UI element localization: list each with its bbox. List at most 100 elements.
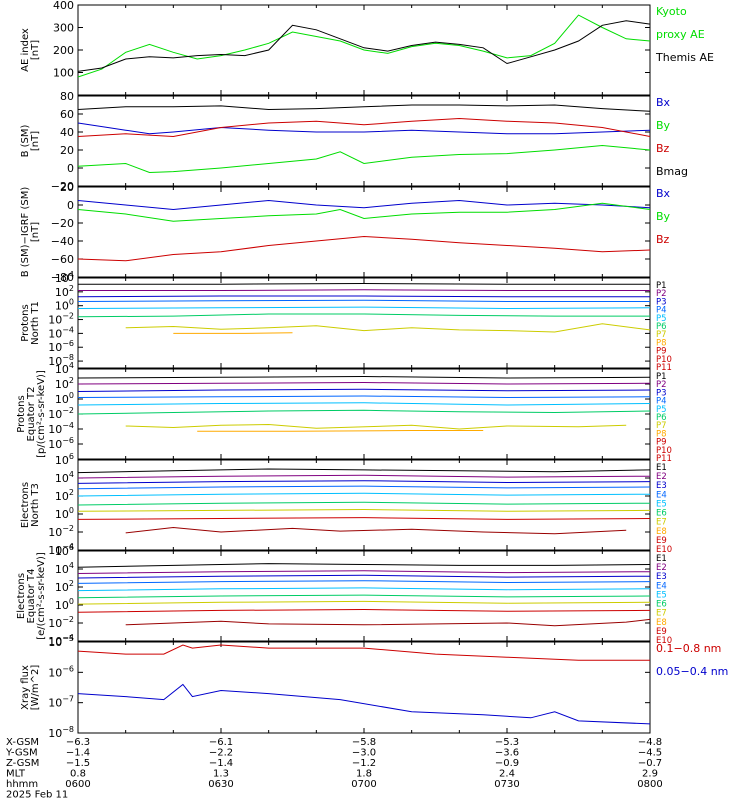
y-tick-label: 20: [60, 144, 74, 157]
series-bz: [77, 117, 651, 138]
legend-entry: E2: [656, 472, 667, 482]
legend-entry: P6: [656, 413, 667, 423]
legend-entry: 0.1−0.8 nm: [656, 642, 721, 655]
series-p3: [77, 388, 651, 392]
y-tick-label: 106: [55, 543, 74, 558]
y-axis-label: B (SM)−IGRF (SM): [20, 187, 31, 278]
series-bmag: [77, 104, 651, 112]
legend-entry: P8: [656, 429, 667, 439]
legend-entry: P8: [656, 338, 667, 348]
y-tick-label: −60: [51, 253, 74, 266]
y-tick-label: 10−7: [48, 695, 74, 710]
legend-entry: E8: [656, 527, 667, 537]
series-p1: [77, 375, 651, 379]
series-e2: [77, 474, 651, 479]
legend-entry: P3: [656, 297, 667, 307]
legend-entry: Bmag: [656, 165, 688, 178]
legend-entry: E3: [656, 572, 667, 582]
series-p6: [77, 409, 651, 415]
footer-value: 0730: [494, 779, 519, 790]
footer-value: −5.8: [352, 737, 376, 748]
y-tick-label: 10−2: [48, 615, 74, 630]
legend-entry: Bz: [656, 142, 670, 155]
y-tick-label: 104: [55, 270, 74, 285]
y-axis-label: Equator T4: [26, 569, 37, 624]
footer-row-label: Y-GSM: [5, 748, 38, 759]
y-tick-label: 102: [55, 284, 74, 299]
legend-entry: P1: [656, 281, 667, 291]
y-axis-label: [nT]: [30, 40, 41, 60]
footer-value: −5.3: [495, 737, 519, 748]
panel-bsm: −20 0 20 40 60 80 B (SM) [nT] Bx By Bz Bmag: [20, 90, 688, 193]
y-tick-label: 10−4: [48, 325, 74, 340]
legend-entry: E5: [656, 499, 667, 509]
y-tick-label: 0: [67, 199, 74, 212]
y-tick-label: 20: [60, 181, 74, 194]
series-p7: [125, 323, 651, 333]
series-p5: [77, 402, 651, 406]
series-e8: [77, 608, 651, 613]
panel-xray: 10−5 10−6 10−7 10−8 Xray flux [W/m^2] 0.1−0.8 …: [20, 634, 728, 740]
series-p4: [77, 395, 651, 399]
series-bx: [77, 122, 651, 135]
y-tick-label: 300: [53, 22, 74, 35]
series-0-1-0-8-nm: [77, 644, 650, 661]
y-tick-label: 104: [55, 361, 74, 376]
y-tick-label: 10−5: [48, 634, 74, 649]
series-p5: [77, 306, 651, 310]
panel-ae: 100 200 300 400 AE index [nT] Kyoto proxy AE The…: [20, 0, 714, 96]
legend-entry: E1: [656, 554, 667, 564]
legend-entry: P5: [656, 405, 667, 415]
y-axis-label: AE index: [20, 28, 31, 72]
legend-entry: E9: [656, 536, 667, 546]
y-tick-label: 100: [53, 67, 74, 80]
y-tick-label: 100: [55, 391, 74, 406]
y-axis-label: Xray flux: [20, 665, 31, 710]
panel-ee4: 106 104 102 100 10−2 10−4 Electrons Equator T4[…: [16, 543, 672, 648]
series-0-05-0-4-nm: [77, 683, 651, 725]
legend-entry: P10: [656, 446, 672, 456]
series-e2: [77, 570, 651, 574]
footer-value: −0.7: [638, 758, 662, 769]
y-tick-label: −20: [51, 180, 74, 193]
footer-value: −1.4: [209, 758, 233, 769]
y-tick-label: 102: [55, 579, 74, 594]
y-axis-label: Electrons: [20, 482, 31, 528]
legend-entry: E7: [656, 518, 667, 528]
y-tick-label: 200: [53, 44, 74, 57]
y-tick-label: 10−6: [48, 664, 74, 679]
series-p8: [173, 332, 293, 334]
y-tick-label: −80: [51, 271, 74, 284]
footer-value: −1.4: [66, 748, 90, 759]
y-tick-label: 0: [67, 162, 74, 175]
legend-entry: E7: [656, 609, 667, 619]
series-e6: [77, 594, 651, 599]
series-e9: [125, 526, 627, 535]
y-axis-label: [nT]: [30, 222, 41, 242]
y-axis-label: [e/(cm²-s-sr-keV)]: [36, 552, 47, 640]
series-by: [77, 144, 651, 174]
plot-frame: [77, 277, 651, 369]
legend-entry: Themis AE: [655, 51, 714, 64]
footer-row-label: MLT: [6, 769, 26, 780]
y-tick-label: 10−6: [48, 339, 74, 354]
legend-entry: P9: [656, 438, 667, 448]
footer-value: 0600: [65, 779, 90, 790]
footer-value: −3.0: [352, 748, 376, 759]
y-axis-label: [W/m^2]: [30, 665, 41, 711]
legend-entry: P7: [656, 421, 667, 431]
y-axis-label: Equator T2: [26, 387, 37, 442]
y-tick-label: 10−6: [48, 436, 74, 451]
y-tick-label: 80: [60, 90, 74, 103]
y-tick-label: 100: [55, 597, 74, 612]
y-axis-label: North T1: [30, 301, 41, 345]
ephemeris-footer: X-GSM −6.3 −6.1 −5.8 −5.3 −4.8Y-GSM −1.4 −2.2 −3…: [5, 737, 663, 800]
legend-entry: P9: [656, 347, 667, 357]
legend-entry: E2: [656, 563, 667, 573]
legend-entry: E8: [656, 618, 667, 628]
footer-date: 2025 Feb 11: [6, 790, 68, 800]
y-tick-label: 102: [55, 376, 74, 391]
footer-value: −0.9: [495, 758, 519, 769]
